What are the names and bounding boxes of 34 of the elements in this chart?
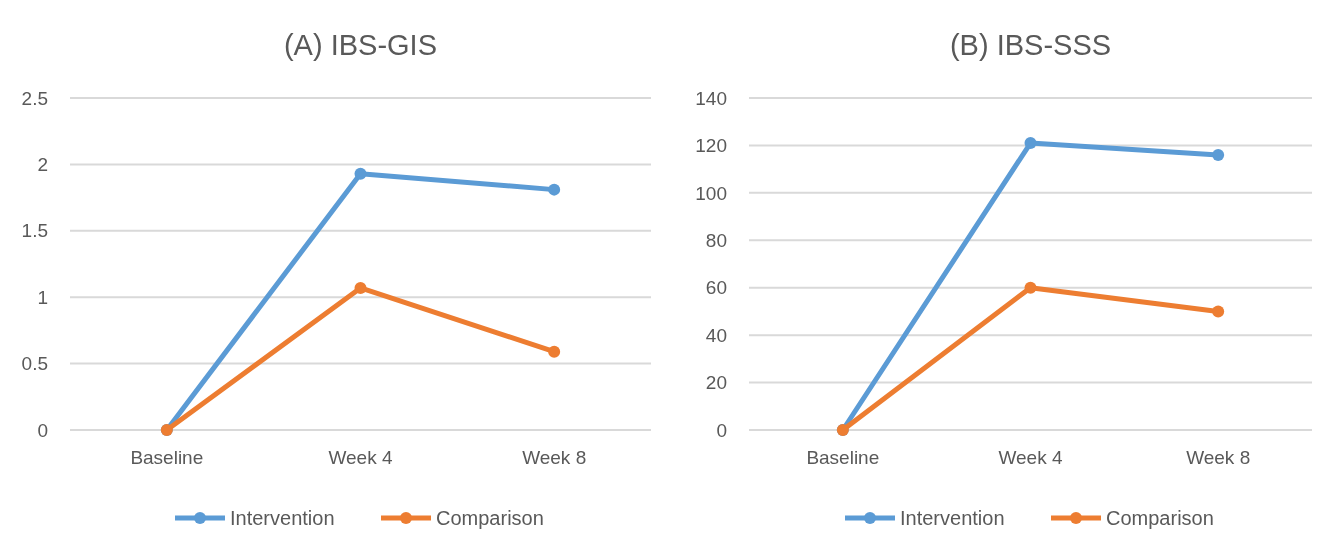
y-tick-label: 20	[705, 372, 727, 394]
point	[548, 345, 561, 358]
y-tick-label: 1.5	[21, 220, 48, 242]
legend-label: Intervention	[900, 507, 1005, 529]
point	[548, 183, 561, 196]
legend-label: Comparison	[436, 507, 544, 529]
y-tick-label: 60	[705, 277, 727, 299]
point	[354, 167, 367, 180]
y-tick-label: 2.5	[21, 87, 48, 109]
y-tick-label: 0.5	[21, 353, 48, 375]
point	[1024, 137, 1037, 150]
y-tick-label: 2	[37, 154, 48, 176]
point	[354, 281, 367, 294]
y-tick-label: 80	[705, 229, 727, 251]
legend-label: Intervention	[230, 507, 335, 529]
x-tick-label: Week 4	[998, 447, 1063, 468]
y-tick-label: 140	[695, 87, 727, 109]
point	[1024, 281, 1037, 294]
y-tick-label: 0	[716, 419, 727, 441]
x-tick-label: Baseline	[806, 447, 880, 468]
x-tick-label: Baseline	[130, 447, 204, 468]
chart-title: (B) IBS-SSS	[949, 29, 1112, 61]
chart-title: (A) IBS-GIS	[283, 29, 438, 61]
point	[1212, 305, 1225, 318]
y-tick-label: 120	[695, 135, 727, 157]
y-tick-label: 1	[37, 286, 48, 308]
y-tick-label: 40	[705, 324, 727, 346]
point	[1212, 148, 1225, 161]
y-tick-label: 0	[37, 419, 48, 441]
legend-label: Comparison	[1106, 507, 1214, 529]
x-tick-label: Week 4	[328, 447, 393, 468]
y-tick-label: 100	[695, 182, 727, 204]
x-tick-label: Week 8	[522, 447, 587, 468]
x-tick-label: Week 8	[1186, 447, 1251, 468]
